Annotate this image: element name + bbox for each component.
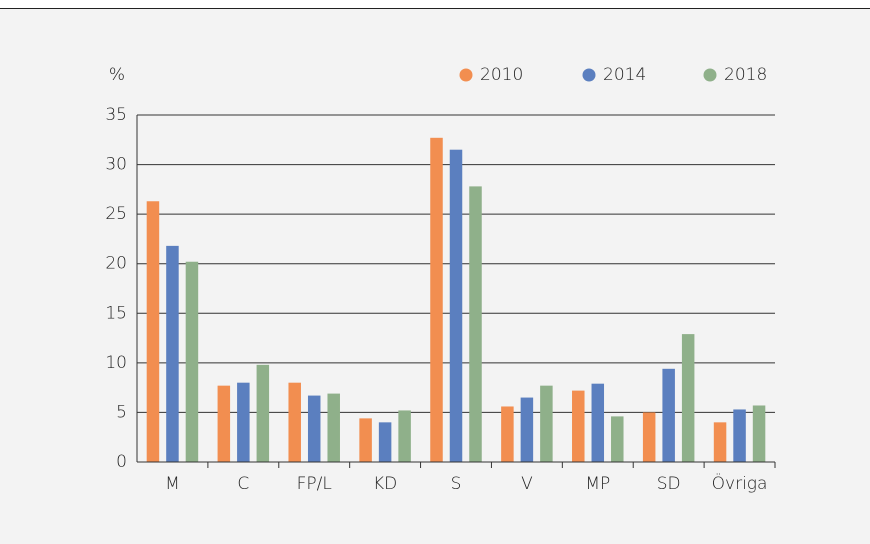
bar [307, 395, 321, 462]
x-tick-label: M [165, 474, 180, 494]
bar [681, 334, 695, 462]
bar [185, 261, 199, 462]
x-tick-label: Övriga [712, 472, 768, 494]
bar [662, 368, 675, 462]
legend-swatch [459, 68, 473, 82]
y-tick-label: 20 [105, 254, 127, 274]
x-tick-label: MP [585, 474, 610, 494]
legend-label: 2018 [724, 65, 767, 85]
bar [256, 364, 270, 462]
bar [540, 385, 553, 462]
x-tick-label: KD [373, 474, 397, 494]
y-tick-label: 25 [105, 204, 127, 224]
legend-label: 2010 [480, 65, 523, 85]
bar [469, 186, 482, 462]
bar [430, 137, 443, 462]
legend-label: 2014 [603, 65, 646, 85]
bar [572, 390, 585, 462]
bar [733, 409, 746, 462]
bar [237, 382, 250, 462]
x-tick-label: S [451, 474, 462, 494]
bar [501, 406, 514, 462]
bar [752, 405, 766, 462]
bar [327, 393, 340, 462]
bar [217, 385, 231, 462]
bar [398, 410, 411, 462]
y-tick-label: 0 [116, 452, 127, 472]
bar [449, 149, 463, 462]
x-tick-label: FP/L [297, 474, 332, 494]
y-tick-label: 15 [105, 303, 127, 323]
x-tick-label: SD [657, 474, 681, 494]
bar [359, 418, 372, 462]
legend-swatch [703, 68, 717, 82]
y-axis-label: % [109, 65, 125, 85]
y-tick-label: 30 [105, 155, 127, 175]
bar [713, 422, 727, 462]
y-tick-label: 10 [105, 353, 127, 373]
bar [611, 416, 624, 462]
y-tick-label: 35 [105, 105, 127, 125]
bar [146, 201, 160, 463]
x-tick-label: C [237, 474, 249, 494]
bar [378, 422, 392, 462]
x-tick-label: V [521, 474, 533, 494]
legend-swatch [582, 68, 596, 82]
bar [520, 397, 534, 462]
bar [591, 383, 605, 462]
bar [288, 382, 301, 462]
y-tick-label: 5 [116, 402, 127, 422]
bar [642, 412, 656, 462]
bar [166, 245, 179, 462]
